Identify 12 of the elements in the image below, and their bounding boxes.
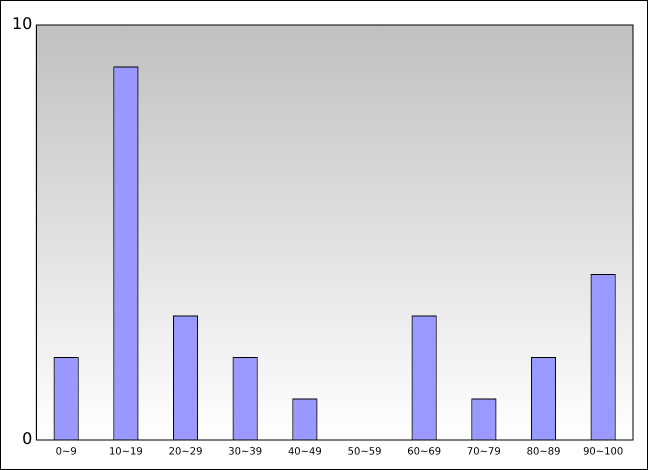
x-tick-label: 30~39: [228, 446, 262, 458]
x-tick-label: 0~9: [56, 446, 77, 458]
x-tick-label: 20~29: [168, 446, 202, 458]
x-tick-label: 50~59: [348, 446, 382, 458]
x-tick-label: 10~19: [108, 446, 143, 458]
x-tick-label: 40~49: [288, 446, 322, 458]
x-tick-label: 60~69: [407, 446, 442, 458]
x-tick-label: 90~100: [583, 446, 624, 458]
x-tick-label: 70~79: [466, 446, 501, 458]
y-tick-label: 10: [12, 14, 32, 34]
y-tick-label: 0: [22, 429, 32, 448]
x-tick-label: 80~89: [526, 446, 560, 458]
